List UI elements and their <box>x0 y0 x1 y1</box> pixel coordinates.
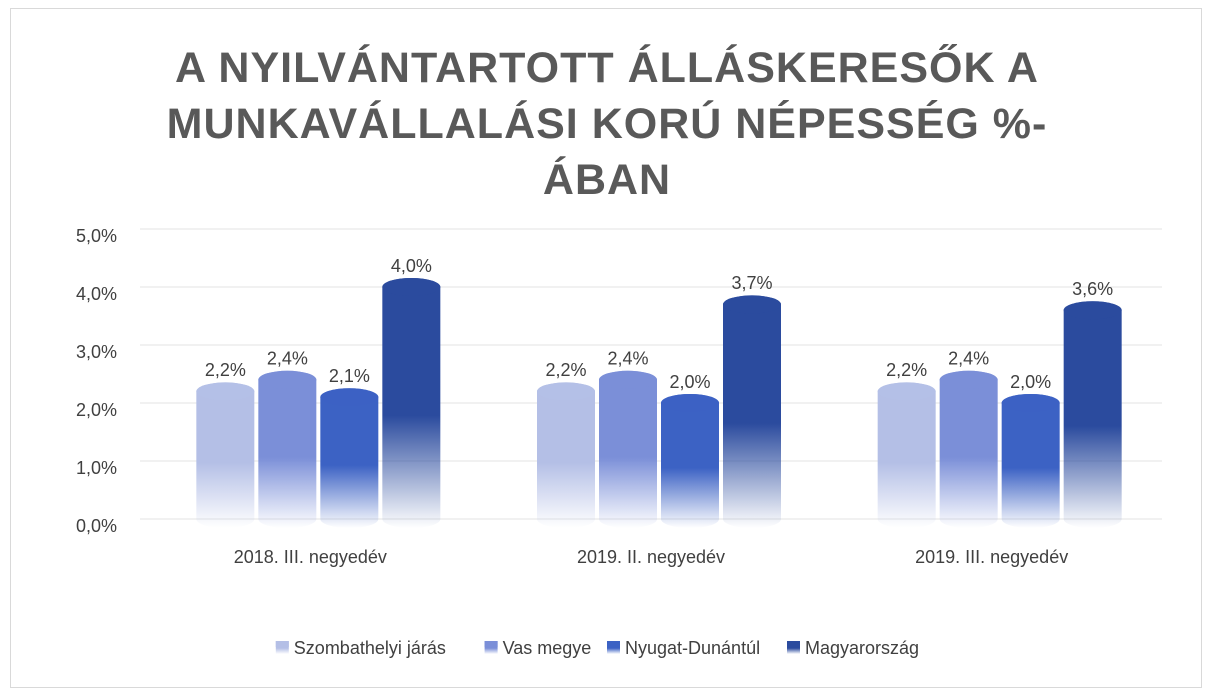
legend-label: Magyarország <box>805 638 919 658</box>
bar-cap <box>196 382 255 401</box>
bar <box>320 388 379 528</box>
value-label: 2,4% <box>607 349 648 369</box>
bar <box>723 295 781 528</box>
bar <box>599 370 657 528</box>
x-tick-label: 2018. III. negyedév <box>234 547 387 567</box>
value-label: 2,4% <box>267 349 308 369</box>
bar-cap <box>537 382 595 401</box>
y-tick-label: 1,0% <box>76 458 117 478</box>
value-label: 2,2% <box>545 360 586 380</box>
legend-swatch-top <box>607 641 620 647</box>
bar <box>537 382 595 528</box>
bar-cap <box>599 370 657 389</box>
bar <box>661 394 719 528</box>
value-label: 3,6% <box>1072 279 1113 299</box>
legend-swatch-top <box>275 641 289 647</box>
y-tick-label: 5,0% <box>76 226 117 246</box>
bar <box>382 278 441 528</box>
bar <box>196 382 255 528</box>
value-label: 2,0% <box>1010 372 1051 392</box>
bar <box>1001 394 1060 528</box>
x-tick-label: 2019. II. negyedév <box>577 547 725 567</box>
value-label: 3,7% <box>731 273 772 293</box>
y-tick-label: 2,0% <box>76 400 117 420</box>
value-label: 2,2% <box>886 360 927 380</box>
value-label: 2,2% <box>205 360 246 380</box>
bar <box>939 370 998 528</box>
bar <box>1063 301 1122 528</box>
x-tick-label: 2019. III. negyedév <box>915 547 1068 567</box>
bar-cap <box>877 382 936 401</box>
legend-swatch-top <box>484 641 498 647</box>
value-label: 2,0% <box>669 372 710 392</box>
bar-cap <box>258 370 317 389</box>
bar <box>258 370 317 528</box>
y-tick-label: 0,0% <box>76 516 117 536</box>
bar <box>877 382 936 528</box>
value-label: 2,1% <box>329 366 370 386</box>
bar-cap <box>382 278 441 296</box>
bar-cap <box>320 388 379 407</box>
bar-cap <box>661 394 719 412</box>
bar-cap <box>1001 394 1060 412</box>
y-tick-label: 4,0% <box>76 284 117 304</box>
legend-label: Szombathelyi járás <box>294 638 446 658</box>
legend-swatch-top <box>787 641 800 647</box>
legend-label: Nyugat-Dunántúl <box>625 638 760 658</box>
bar-cap <box>723 295 781 314</box>
value-label: 2,4% <box>948 349 989 369</box>
value-label: 4,0% <box>391 256 432 276</box>
bar-cap <box>939 370 998 389</box>
chart-title: A NYILVÁNTARTOTT ÁLLÁSKERESŐK A MUNKAVÁL… <box>166 44 1048 204</box>
y-tick-label: 3,0% <box>76 342 117 362</box>
bar-cap <box>1063 301 1122 320</box>
legend-label: Vas megye <box>503 638 592 658</box>
